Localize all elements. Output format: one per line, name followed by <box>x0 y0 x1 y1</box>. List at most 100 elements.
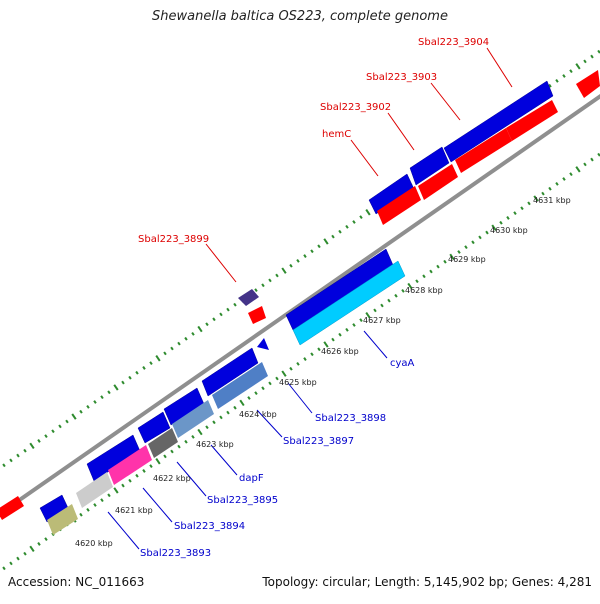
guide-dot <box>345 327 349 332</box>
gene-sbal223-3895[interactable] <box>108 445 152 485</box>
guide-dot <box>197 428 203 436</box>
gene-sbal223-3904[interactable] <box>443 80 554 163</box>
guide-dot <box>338 332 342 337</box>
reverse-genes <box>0 70 600 520</box>
guide-dot <box>226 307 230 312</box>
guide-dot <box>142 469 146 473</box>
tick-label: 4624 kbp <box>239 410 277 419</box>
guide-dot <box>79 512 83 517</box>
gene-forward-5[interactable] <box>201 347 259 397</box>
guide-dot <box>275 376 279 381</box>
guide-dot <box>155 355 161 362</box>
guide-dot <box>533 195 539 202</box>
tick-label: 4630 kbp <box>490 226 528 235</box>
guide-dot <box>149 464 153 468</box>
guide-dot <box>394 293 398 298</box>
guide-dot <box>254 288 258 292</box>
gene-label-sbal223-3904[interactable]: Sbal223_3904 <box>418 37 489 48</box>
guide-dot <box>506 216 510 220</box>
gene-sbal223-3903[interactable] <box>409 146 450 186</box>
gene-reverse-5[interactable] <box>377 186 421 225</box>
gene-small-forward[interactable] <box>257 338 269 350</box>
guide-dot <box>58 424 62 429</box>
gene-reverse-6[interactable] <box>248 306 266 324</box>
guide-dot <box>163 454 167 459</box>
guide-dot <box>184 336 188 341</box>
guide-dot <box>149 361 153 365</box>
gene-sbal223-3897[interactable] <box>172 400 214 438</box>
guide-dot <box>401 289 405 293</box>
gene-reverse-1[interactable] <box>576 70 600 98</box>
guide-dot <box>590 157 594 162</box>
guide-dot <box>331 337 335 342</box>
guide-dot <box>177 444 181 449</box>
guide-dot <box>177 341 181 346</box>
gene-sbal223-3898[interactable] <box>212 362 268 409</box>
gene-label-sbal223-3897[interactable]: Sbal223_3897 <box>283 436 354 447</box>
guide-dot <box>499 220 503 225</box>
gene-sbal223-3894[interactable] <box>76 472 113 508</box>
guide-dot <box>513 211 517 215</box>
leader-line <box>205 243 237 283</box>
gene-sbal223-3899[interactable] <box>238 289 259 306</box>
guide-dot <box>527 201 531 206</box>
leader-line <box>350 139 379 177</box>
guide-dot <box>37 439 41 443</box>
guide-dot <box>541 191 545 196</box>
gene-label-sbal223-3893[interactable]: Sbal223_3893 <box>140 548 211 559</box>
gene-label-dapf[interactable]: dapF <box>239 473 264 484</box>
gene-label-hemc[interactable]: hemC <box>322 129 351 140</box>
guide-dot <box>239 399 245 407</box>
gene-label-sbal223-3895[interactable]: Sbal223_3895 <box>207 495 278 506</box>
guide-dot <box>415 279 419 284</box>
gene-label-cyaa[interactable]: cyaA <box>390 358 415 369</box>
guide-dot <box>44 537 48 541</box>
guide-dot <box>569 69 573 74</box>
guide-dot <box>107 390 111 395</box>
gene-reverse-4[interactable] <box>418 164 458 200</box>
gene-reverse-7[interactable] <box>0 496 24 520</box>
leader-line <box>430 82 461 121</box>
guide-dot <box>303 254 307 258</box>
gene-cyaa[interactable] <box>292 260 406 346</box>
guide-dot <box>562 177 566 181</box>
guide-dot <box>268 381 272 386</box>
guide-dot <box>407 282 413 290</box>
leader-line <box>107 511 140 550</box>
gene-sbal223-3893[interactable] <box>47 504 78 535</box>
gene-reverse-3[interactable] <box>455 128 512 173</box>
guide-dot <box>491 224 497 231</box>
label-leader-lines <box>107 47 513 550</box>
gene-label-sbal223-3902[interactable]: Sbal223_3902 <box>320 102 391 113</box>
guide-dot <box>464 245 468 250</box>
bottom-gene-labels: cyaA Sbal223_3898 Sbal223_3897 dapF Sbal… <box>140 358 415 559</box>
tick-label: 4627 kbp <box>363 316 401 325</box>
gene-dapf[interactable] <box>148 428 178 458</box>
gene-label-sbal223-3898[interactable]: Sbal223_3898 <box>315 413 386 424</box>
tick-labels: 4620 kbp 4621 kbp 4622 kbp 4623 kbp 4624… <box>75 196 571 548</box>
tick-label: 4620 kbp <box>75 539 113 548</box>
guide-dot <box>281 267 287 274</box>
guide-dot <box>562 74 566 78</box>
guide-dot <box>317 244 321 249</box>
guide-dot <box>548 83 552 88</box>
guide-dot <box>365 209 371 216</box>
guide-dot <box>65 419 69 424</box>
guide-dot <box>170 449 174 454</box>
gene-label-sbal223-3903[interactable]: Sbal223_3903 <box>366 72 437 83</box>
guide-dot <box>457 250 461 254</box>
guide-dot <box>352 323 356 327</box>
guide-dot <box>142 366 146 370</box>
guide-dot <box>93 400 97 404</box>
guide-dot <box>191 332 195 336</box>
gene-label-sbal223-3894[interactable]: Sbal223_3894 <box>174 521 245 532</box>
gene-forward-7[interactable] <box>137 411 171 444</box>
guide-dot <box>583 59 587 64</box>
guide-dot <box>310 249 314 254</box>
leader-line <box>210 444 238 476</box>
gene-reverse-2[interactable] <box>506 100 558 141</box>
guide-dot <box>359 318 363 322</box>
guide-dot <box>37 542 41 546</box>
gene-label-sbal223-3899[interactable]: Sbal223_3899 <box>138 234 209 245</box>
